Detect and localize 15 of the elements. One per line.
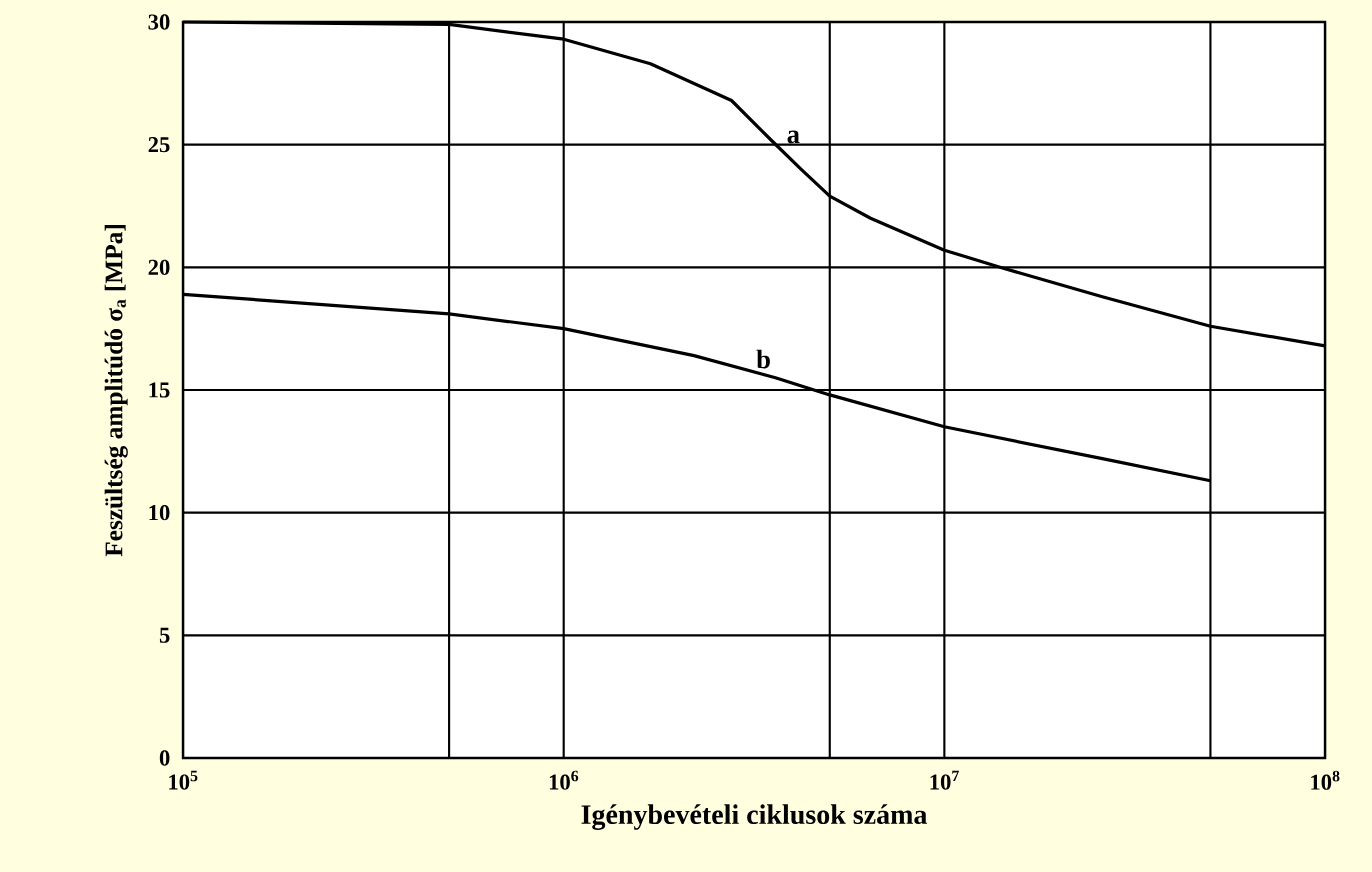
x-tick-label: 10$^{8}$ — [1311, 770, 1340, 790]
y-tick-label: 10 — [149, 505, 170, 521]
x-tick-label: 10$^{7}$ — [930, 770, 959, 790]
x-tick-label: 10$^{6}$ — [549, 770, 579, 790]
y-tick-label: 30 — [148, 14, 170, 30]
y-tick-label: 20 — [148, 259, 170, 275]
y-axis-title: Feszültség amplitúdó σ$_{a}$ [MPa] — [104, 225, 128, 557]
series-label: a — [787, 130, 800, 144]
series-label: b — [756, 349, 770, 369]
y-tick-label: 0 — [159, 750, 170, 766]
y-tick-label: 5 — [159, 627, 170, 643]
x-tick-label: 10$^{5}$ — [169, 770, 198, 790]
x-axis-title: Igénybevételi ciklusok száma — [581, 804, 928, 830]
y-tick-label: 15 — [149, 382, 170, 398]
y-tick-label: 25 — [148, 137, 170, 153]
